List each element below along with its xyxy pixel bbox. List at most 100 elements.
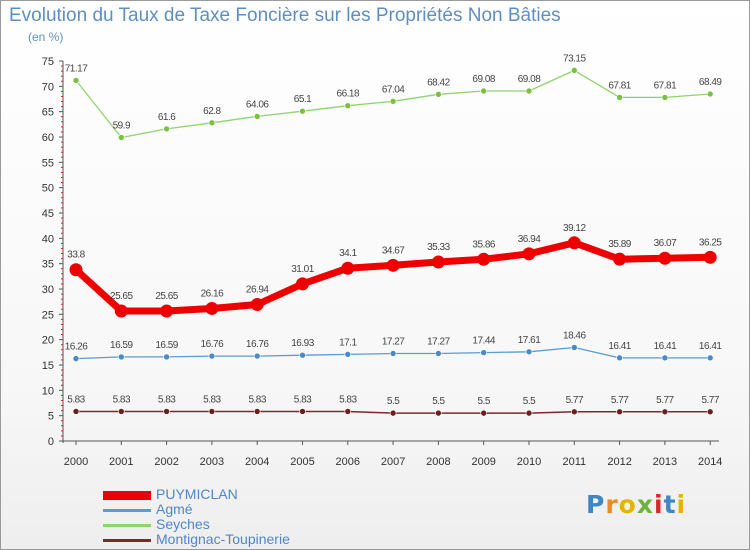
x-tick-label: 2001 [109,456,133,468]
data-point-agme [72,355,80,362]
data-point-agme [253,352,261,360]
legend-swatch-puymiclan [103,491,151,500]
x-tick-label: 2000 [64,456,88,468]
data-label-puymiclan: 35.86 [472,239,495,250]
data-point-seyches [389,98,397,105]
legend-label-agme: Agmé [156,501,193,517]
data-label-puymiclan: 25.65 [110,291,133,302]
x-tick-label: 2006 [336,456,360,468]
data-point-agme [299,351,306,359]
y-tick-label: 55 [42,157,54,169]
data-point-puymiclan [477,252,491,266]
data-point-puymiclan [703,250,717,264]
y-tick-label: 5 [48,411,54,423]
data-label-seyches: 66.18 [337,89,360,100]
y-tick-label: 60 [42,132,54,144]
data-label-montignac-toupinerie: 5.77 [701,395,719,406]
data-point-montignac-toupinerie [616,408,623,416]
x-tick-label: 2004 [245,456,269,468]
data-point-seyches [72,77,80,84]
data-point-seyches [299,107,306,115]
data-label-montignac-toupinerie: 5.5 [387,396,400,407]
data-point-puymiclan [296,277,309,291]
logo-letter: i [654,490,664,519]
data-label-seyches: 61.6 [158,112,176,123]
data-label-montignac-toupinerie: 5.77 [566,395,584,406]
data-label-agme: 17.61 [518,335,541,346]
data-label-montignac-toupinerie: 5.83 [339,394,357,405]
data-point-puymiclan [522,247,536,261]
data-point-seyches [435,91,442,98]
y-tick-label: 70 [42,81,54,93]
y-tick-label: 25 [42,309,54,321]
data-label-montignac-toupinerie: 5.5 [432,396,445,407]
data-label-montignac-toupinerie: 5.5 [523,396,536,407]
x-tick-label: 2011 [562,456,586,468]
data-label-seyches: 67.81 [654,80,677,91]
data-label-montignac-toupinerie: 5.77 [611,395,629,406]
data-point-puymiclan [69,263,83,277]
data-label-montignac-toupinerie: 5.83 [248,394,266,405]
data-point-puymiclan [114,304,128,318]
data-label-seyches: 69.08 [472,74,495,85]
data-label-seyches: 69.08 [518,74,541,85]
y-tick-label: 20 [42,335,54,347]
data-label-montignac-toupinerie: 5.83 [294,394,312,405]
data-point-montignac-toupinerie [163,408,170,415]
legend-swatch-seyches [103,524,151,527]
logo-letter: i [676,490,687,519]
data-label-puymiclan: 34.67 [382,245,405,256]
x-tick-label: 2003 [200,456,224,468]
data-point-montignac-toupinerie [118,408,125,415]
data-label-agme: 16.41 [608,341,631,352]
data-label-puymiclan: 39.12 [563,223,586,234]
logo-letter: t [663,490,677,519]
data-label-seyches: 64.06 [246,99,269,110]
data-label-seyches: 59.9 [113,121,131,132]
data-point-puymiclan [160,304,174,318]
data-point-seyches [208,119,216,127]
data-point-puymiclan [658,251,672,265]
data-point-montignac-toupinerie [389,409,397,417]
data-point-agme [435,350,442,357]
data-point-agme [661,354,669,362]
data-point-puymiclan [613,252,627,266]
data-point-puymiclan [205,301,219,315]
data-point-montignac-toupinerie [299,408,306,415]
y-tick-label: 10 [42,385,54,397]
data-label-seyches: 68.49 [699,77,722,88]
legend-label-montignac: Montignac-Toupinerie [156,531,290,547]
legend-label-puymiclan: PUYMICLAN [156,486,238,502]
data-point-agme [570,344,578,351]
data-point-agme [525,348,533,356]
data-label-agme: 16.76 [201,339,224,350]
data-point-montignac-toupinerie [435,409,442,417]
y-tick-label: 75 [42,56,54,68]
data-label-agme: 16.76 [246,339,269,350]
data-label-seyches: 67.04 [382,84,405,95]
data-point-agme [389,350,397,357]
data-point-montignac-toupinerie [208,408,216,415]
data-label-agme: 16.41 [699,341,722,352]
legend-swatch-agme [103,509,151,512]
y-tick-label: 65 [42,107,54,119]
logo-letter: P [586,490,606,519]
data-label-montignac-toupinerie: 5.83 [203,394,221,405]
data-label-montignac-toupinerie: 5.83 [158,394,176,405]
data-point-montignac-toupinerie [706,408,714,416]
data-point-puymiclan [341,261,355,275]
data-label-puymiclan: 33.8 [67,250,85,261]
x-tick-label: 2007 [381,456,405,468]
data-label-seyches: 67.81 [608,80,631,91]
data-point-montignac-toupinerie [253,408,261,415]
y-unit-label: (en %) [28,30,64,44]
data-label-agme: 17.1 [339,337,357,348]
data-point-seyches [525,87,533,95]
data-label-puymiclan: 36.07 [654,238,677,249]
data-label-agme: 16.59 [110,340,133,351]
data-point-puymiclan [386,258,400,272]
data-label-puymiclan: 34.1 [339,248,357,259]
data-point-montignac-toupinerie [525,409,533,417]
